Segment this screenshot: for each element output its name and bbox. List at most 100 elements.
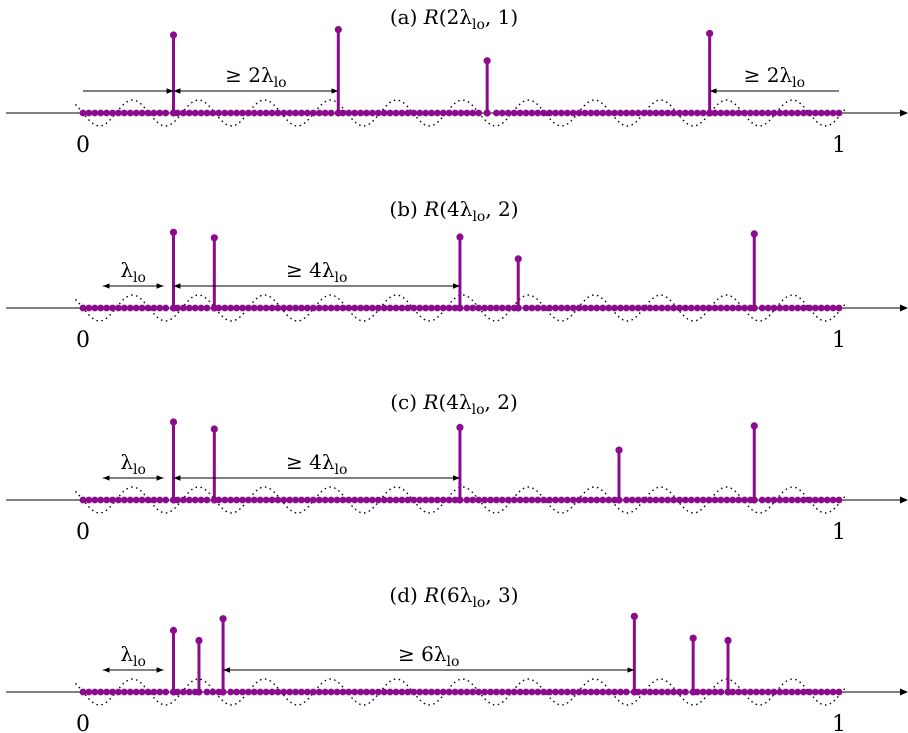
sample-dot xyxy=(245,109,252,117)
sample-dot xyxy=(617,688,624,696)
sample-dot xyxy=(711,304,719,312)
sample-dot xyxy=(363,496,370,504)
sample-dot xyxy=(280,304,288,312)
sample-dot xyxy=(498,688,506,696)
spike-base xyxy=(706,109,714,117)
sample-dot xyxy=(593,109,601,117)
sample-dot xyxy=(274,109,282,117)
sample-dot xyxy=(770,109,778,117)
sample-dot xyxy=(274,496,282,504)
sample-dot xyxy=(522,688,530,696)
sample-dot xyxy=(628,304,636,312)
sample-dot xyxy=(197,304,205,312)
sample-dot xyxy=(670,109,677,117)
sample-dot xyxy=(552,496,559,504)
sample-dot xyxy=(723,304,731,312)
sample-grid xyxy=(79,496,843,504)
spike-base xyxy=(483,109,491,117)
sample-dot xyxy=(221,304,229,312)
sample-dot xyxy=(185,109,193,117)
axis-arrowhead xyxy=(900,688,908,696)
sample-dot xyxy=(563,496,571,504)
sample-dot xyxy=(180,496,187,504)
spike-head xyxy=(483,57,491,65)
sample-dot xyxy=(640,688,648,696)
sample-dot xyxy=(191,109,199,117)
sample-dot xyxy=(617,304,624,312)
sample-dot xyxy=(475,109,483,117)
sample-dot xyxy=(587,688,595,696)
sample-dot xyxy=(103,304,110,312)
sample-dot xyxy=(120,109,128,117)
sample-dot xyxy=(800,304,807,312)
sample-dot xyxy=(162,304,170,312)
sample-dot xyxy=(723,496,731,504)
sample-dot xyxy=(806,304,813,312)
spike-head xyxy=(724,636,732,645)
sample-dot xyxy=(138,109,146,117)
sample-dot xyxy=(120,304,128,312)
spike-base xyxy=(169,688,178,696)
sample-dot xyxy=(239,496,246,504)
sample-dot xyxy=(758,496,766,504)
gap-label: λlo xyxy=(120,642,146,670)
sample-dot xyxy=(339,688,347,696)
spike-base xyxy=(514,304,522,312)
spike-base xyxy=(456,304,464,312)
sample-dot xyxy=(392,304,400,312)
sample-dot xyxy=(540,109,548,117)
sample-dot xyxy=(85,496,93,504)
sample-dot xyxy=(788,496,796,504)
sample-dot xyxy=(227,109,235,117)
sample-dot xyxy=(321,496,329,504)
spike-head xyxy=(195,636,203,645)
sample-dot xyxy=(558,109,565,117)
tick-label-zero: 0 xyxy=(76,133,90,158)
panel-title: (d) R(6λlo, 3) xyxy=(389,583,518,611)
sample-dot xyxy=(126,109,134,117)
sample-dot xyxy=(445,304,453,312)
sample-dot xyxy=(670,496,677,504)
panel-c: (c) R(4λlo, 2) λlo ≥ 4λlo 0 1 xyxy=(6,390,908,545)
panel-d: (d) R(6λlo, 3) λlo ≥ 6λlo 0 1 xyxy=(6,583,908,733)
sample-dot xyxy=(97,304,105,312)
sample-dot xyxy=(262,688,270,696)
sample-dot xyxy=(227,688,235,696)
sample-dot xyxy=(575,109,583,117)
sample-dot xyxy=(640,109,648,117)
sample-dot xyxy=(321,688,329,696)
sample-dot xyxy=(369,109,376,117)
sample-dot xyxy=(623,496,630,504)
sample-dot xyxy=(463,109,471,117)
sample-dot xyxy=(369,304,376,312)
sample-dot xyxy=(274,688,282,696)
sample-dot xyxy=(115,688,122,696)
sample-dot xyxy=(711,688,719,696)
sample-dot xyxy=(817,304,825,312)
sample-dot xyxy=(575,496,583,504)
sample-dot xyxy=(298,304,305,312)
sample-dot xyxy=(534,304,542,312)
sample-dot xyxy=(380,496,388,504)
sample-dot xyxy=(109,109,116,117)
sample-dot xyxy=(256,109,264,117)
sample-dot xyxy=(682,304,689,312)
sample-dot xyxy=(91,304,99,312)
sample-dot xyxy=(410,688,418,696)
sample-dot xyxy=(776,304,784,312)
sample-dot xyxy=(776,688,784,696)
gap-label: λlo xyxy=(120,450,146,478)
sample-dot xyxy=(540,496,548,504)
spike-head xyxy=(210,234,218,242)
sample-dot xyxy=(823,304,831,312)
sample-dot xyxy=(180,109,187,117)
sample-dot xyxy=(445,109,453,117)
sample-dot xyxy=(321,304,329,312)
sample-dot xyxy=(652,688,660,696)
sample-dot xyxy=(528,496,536,504)
sample-dot xyxy=(97,688,105,696)
sample-dot xyxy=(534,688,542,696)
sample-dot xyxy=(676,496,683,504)
sample-dot xyxy=(782,496,790,504)
sample-dot xyxy=(309,109,317,117)
